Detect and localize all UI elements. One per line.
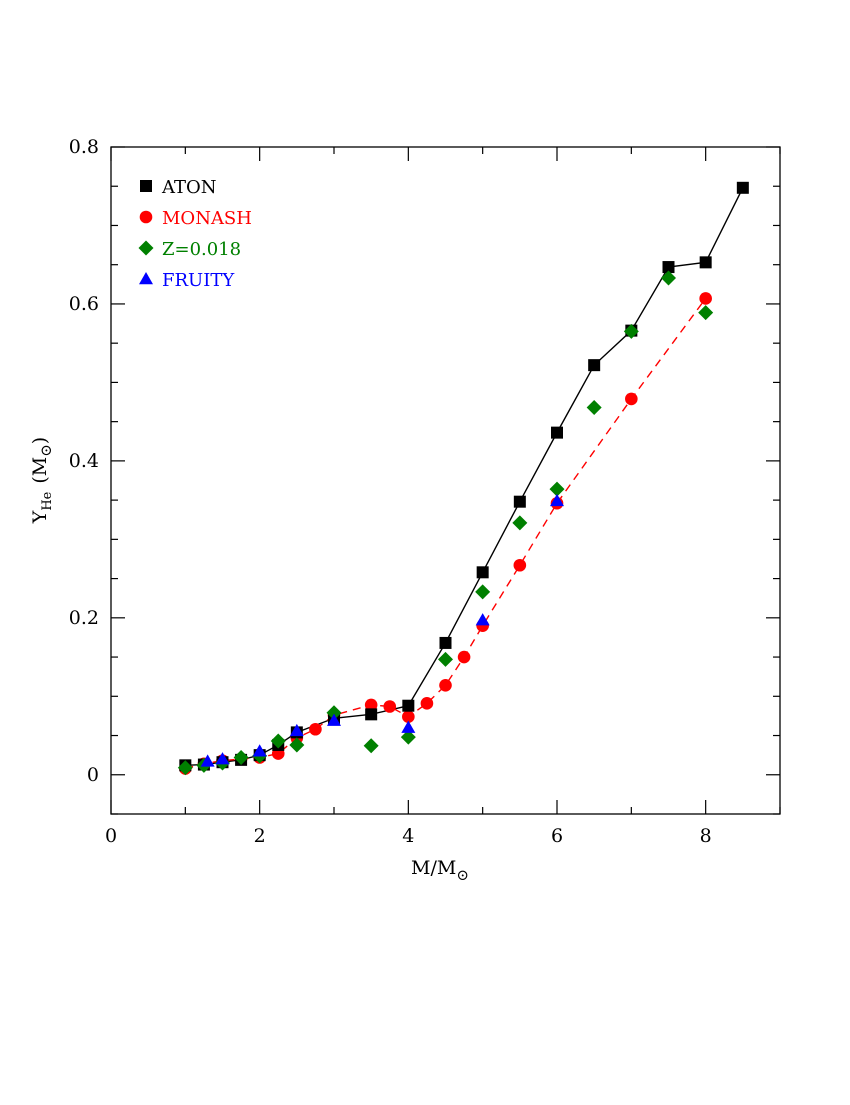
y-axis-title: YHe (M⊙) [29,437,55,524]
x-axis-title-symbol: ⊙ [456,866,469,884]
y-tick-label: 0.2 [69,607,99,629]
y-axis-title-ylabel-sub: He [40,491,55,510]
series-line-0 [185,187,744,767]
y-axis-title-ylabel-unit-symbol: ⊙ [37,444,55,457]
legend-marker-triangle [139,272,153,285]
legend-label: MONASH [162,208,252,229]
data-point-square [402,699,415,712]
legend-marker-diamond [138,240,154,256]
data-point-diamond [512,515,528,531]
data-point-triangle [289,723,304,737]
data-point-square [365,708,378,721]
data-point-square [588,359,601,372]
data-point-circle [625,392,638,406]
legend-label: Z=0.018 [162,239,241,260]
x-tick-label: 4 [402,825,414,847]
y-tick-label: 0.4 [69,450,99,472]
x-tick-label: 8 [700,825,712,847]
legend-label: FRUITY [162,270,235,291]
y-tick-label: 0 [87,764,99,786]
data-point-square [476,566,489,579]
data-point-circle [513,558,527,572]
x-axis-title: M/M⊙ [411,857,469,884]
data-point-triangle [215,752,230,765]
data-point-circle [699,292,712,305]
data-point-square [513,495,526,508]
y-tick-label: 0.8 [69,136,99,158]
data-point-diamond [326,705,342,721]
data-point-diamond [233,750,249,766]
data-point-diamond [363,738,379,754]
y-axis-title-ylabel-unit-close: ) [29,437,51,444]
data-point-circle [364,698,378,712]
data-point-square [662,261,675,274]
legend-marker-square [140,180,152,192]
data-point-diamond [698,305,714,321]
plot-frame [110,146,781,815]
data-point-square [439,636,452,649]
y-tick-label: 0.6 [69,293,99,315]
data-point-diamond [475,584,491,600]
data-point-triangle [200,754,215,767]
data-point-triangle [252,744,267,757]
data-point-circle [383,700,397,713]
y-axis-title-ylabel: Y [29,510,51,524]
data-point-circle [402,710,415,723]
data-point-square [551,426,563,439]
legend-label: ATON [161,177,217,198]
data-point-triangle [475,613,490,626]
data-point-diamond [623,323,639,339]
data-point-triangle [550,493,564,507]
data-point-diamond [438,651,453,667]
data-point-diamond [661,270,676,286]
y-axis-title-ylabel-unit-open: (M [29,457,51,484]
series-line-1 [185,298,707,770]
data-point-triangle [401,720,416,733]
data-point-diamond [400,729,416,745]
data-point-circle [420,697,434,710]
data-point-circle [457,650,471,664]
data-point-circle [439,679,452,692]
x-tick-label: 2 [254,825,266,847]
data-point-circle [309,722,322,736]
x-axis-title-text: M/M [411,857,456,879]
data-point-diamond [549,481,565,497]
data-point-square [736,181,749,194]
data-point-diamond [289,737,305,753]
data-point-diamond [177,760,193,776]
data-point-diamond [270,733,286,749]
legend-marker-circle [139,210,153,224]
data-point-triangle [327,713,341,726]
x-tick-label: 6 [551,825,563,847]
data-point-diamond [586,400,602,416]
x-tick-label: 0 [105,825,117,847]
data-point-square [699,256,712,269]
